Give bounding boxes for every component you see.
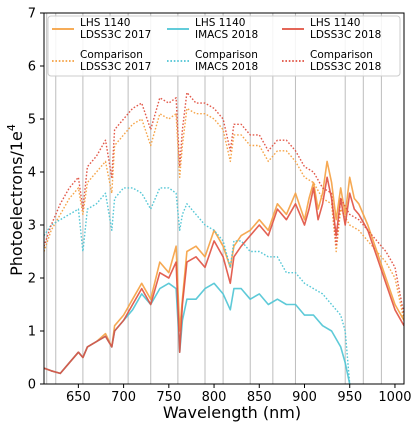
y-tick-label-4: 4 [28, 166, 36, 181]
legend-label-4-line-1: LDSS3C 2018 [310, 29, 381, 41]
y-tick-label-0: 0 [28, 378, 36, 393]
x-tick-label-5: 900 [292, 390, 317, 405]
legend-label-0-line-0: LHS 1140 [80, 17, 130, 29]
series-line-4 [44, 176, 404, 375]
y-axis-title-main: Photoelectrons/1e [7, 131, 26, 276]
legend-label-0-line-1: LDSS3C 2017 [80, 29, 151, 41]
y-tick-label-7: 7 [28, 7, 36, 22]
plot-frame [43, 12, 405, 385]
x-tick-label-1: 700 [111, 390, 136, 405]
y-tick-label-3: 3 [28, 219, 36, 234]
x-tick-label-3: 800 [202, 390, 227, 405]
series-line-3 [44, 187, 351, 384]
y-tick-label-1: 1 [28, 325, 36, 340]
legend-label-5-line-1: LDSS3C 2018 [310, 61, 381, 73]
x-tick-label-4: 850 [247, 390, 272, 405]
legend-label-4-line-0: LHS 1140 [310, 17, 360, 29]
series-line-2 [44, 282, 351, 384]
x-tick-label-7: 1000 [378, 390, 411, 405]
legend-label-3-line-0: Comparison [195, 49, 258, 61]
x-tick-label-6: 950 [337, 390, 362, 405]
y-tick-label-6: 6 [28, 60, 36, 75]
legend-frame [47, 15, 401, 77]
x-tick-label-2: 750 [156, 390, 181, 405]
x-axis-title: Wavelength (nm) [163, 403, 301, 422]
legend-label-1-line-0: Comparison [80, 49, 143, 61]
y-tick-label-2: 2 [28, 272, 36, 287]
series-line-5 [44, 91, 404, 316]
x-tick-label-0: 650 [66, 390, 91, 405]
legend-label-1-line-1: LDSS3C 2017 [80, 61, 151, 73]
series-group [44, 91, 404, 384]
legend-label-3-line-1: IMACS 2018 [195, 61, 258, 73]
legend-label-2-line-0: LHS 1140 [195, 17, 245, 29]
y-tick-label-5: 5 [28, 113, 36, 128]
y-axis-title-superscript: 4 [5, 124, 18, 131]
legend-label-5-line-0: Comparison [310, 49, 373, 61]
y-axis-title: Photoelectrons/1e4 [5, 124, 26, 276]
legend-label-2-line-1: IMACS 2018 [195, 29, 258, 41]
